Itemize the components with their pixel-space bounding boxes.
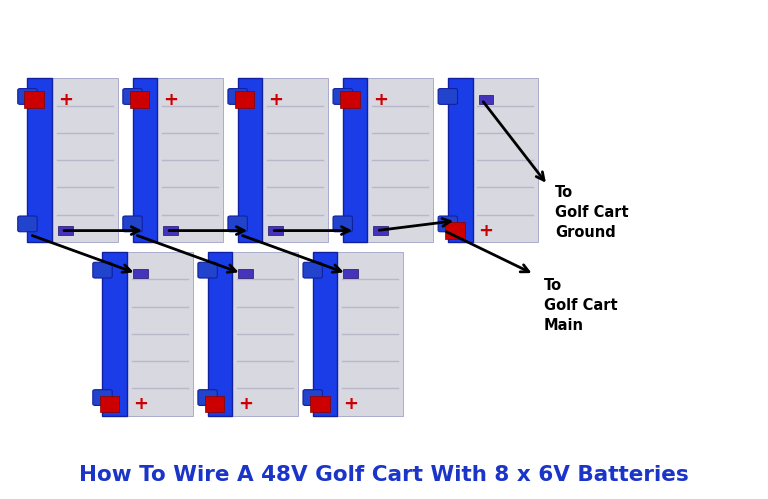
Bar [130,91,149,108]
FancyBboxPatch shape [18,89,37,104]
FancyBboxPatch shape [438,216,458,232]
FancyBboxPatch shape [333,216,353,232]
Bar [58,226,73,235]
Text: +: + [478,222,494,240]
Text: +: + [164,91,178,109]
Bar [445,223,465,239]
Text: To
Golf Cart
Ground: To Golf Cart Ground [555,185,629,240]
Bar [164,226,178,235]
Bar [133,78,157,242]
Bar [373,226,389,235]
Bar [207,252,233,416]
Text: +: + [58,91,73,109]
Text: +: + [343,395,359,413]
Bar [367,78,433,242]
Bar [235,91,254,108]
Bar [313,252,337,416]
FancyBboxPatch shape [93,390,112,405]
FancyBboxPatch shape [333,89,353,104]
Bar [233,252,298,416]
Bar [448,78,472,242]
Bar [268,226,283,235]
Bar [204,396,224,413]
Bar [102,252,127,416]
Text: To
Golf Cart
Main: To Golf Cart Main [544,278,617,333]
Bar [134,269,148,278]
Bar [100,396,119,413]
Bar [343,269,359,278]
FancyBboxPatch shape [198,390,217,405]
Bar [28,78,52,242]
Text: +: + [373,91,389,109]
Text: +: + [268,91,283,109]
FancyBboxPatch shape [228,89,247,104]
Bar [52,78,118,242]
FancyBboxPatch shape [18,216,37,232]
Bar [339,91,359,108]
Bar [263,78,328,242]
Bar [157,78,223,242]
FancyBboxPatch shape [303,390,323,405]
Bar [238,269,253,278]
FancyBboxPatch shape [228,216,247,232]
Bar [237,78,263,242]
Bar [478,95,494,104]
FancyBboxPatch shape [198,262,217,278]
Bar [337,252,402,416]
Text: How To Wire A 48V Golf Cart With 8 x 6V Batteries: How To Wire A 48V Golf Cart With 8 x 6V … [79,465,689,485]
FancyBboxPatch shape [123,216,142,232]
Text: +: + [134,395,148,413]
Bar [127,252,193,416]
Bar [25,91,45,108]
Bar [472,78,538,242]
FancyBboxPatch shape [303,262,323,278]
Text: +: + [238,395,253,413]
Bar [310,396,329,413]
Bar [343,78,367,242]
FancyBboxPatch shape [93,262,112,278]
FancyBboxPatch shape [438,89,458,104]
FancyBboxPatch shape [123,89,142,104]
